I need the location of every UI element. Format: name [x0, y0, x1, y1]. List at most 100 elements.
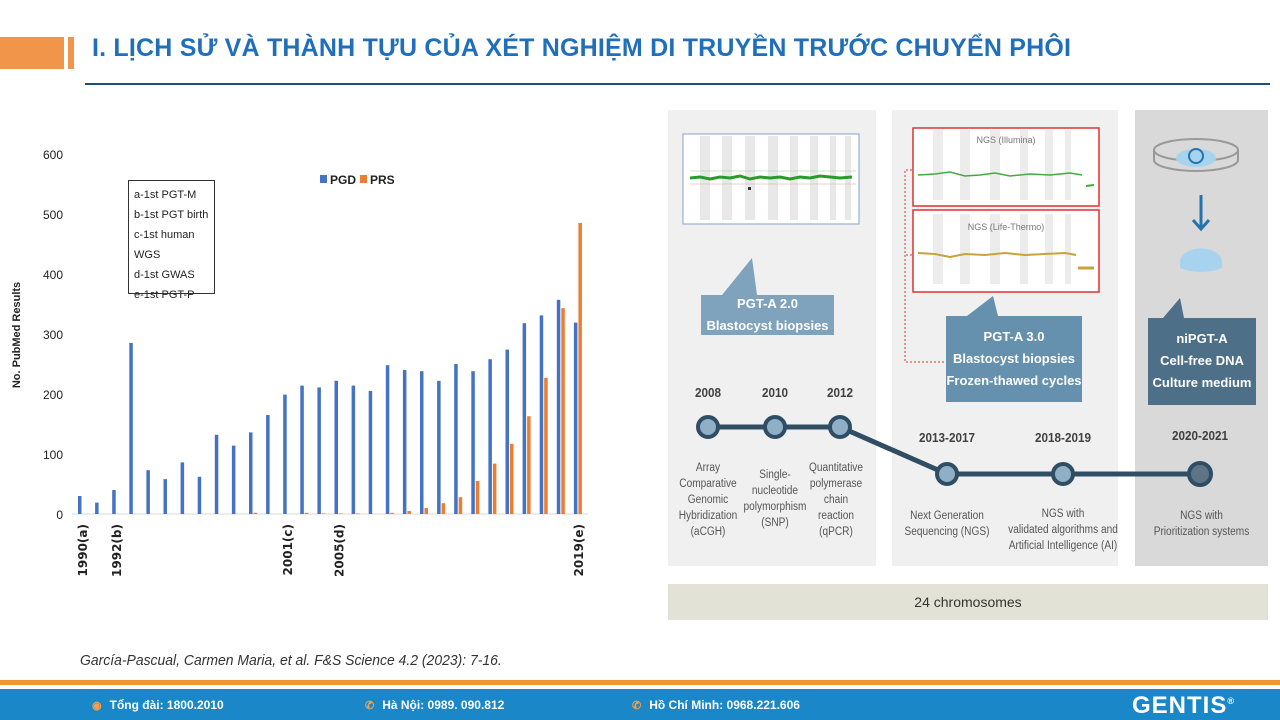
citation: García-Pascual, Carmen Maria, et al. F&S…	[80, 652, 502, 669]
desc-line: validated algorithms and	[1008, 524, 1118, 536]
bar-prs-2016	[527, 416, 531, 514]
timeline-node-2012	[828, 415, 852, 439]
desc-line: nucleotide	[751, 485, 799, 497]
y-axis-label: No. PubMed Results	[11, 282, 23, 388]
bar-pgd-2016	[522, 323, 527, 514]
phone-icon: ✆	[365, 700, 375, 712]
bar-pgd-1990	[78, 496, 82, 514]
bar-pgd-2002	[283, 394, 287, 514]
callout-line: Cell-free DNA	[1160, 353, 1244, 368]
desc-line: NGS with	[1041, 508, 1085, 520]
desc-line: Sequencing (NGS)	[904, 526, 990, 538]
bar-pgd-2005	[334, 380, 338, 514]
callout-line: Culture medium	[1152, 375, 1252, 390]
bar-pgd-2018	[556, 299, 561, 514]
timeline-year-2010: 2010	[761, 385, 789, 400]
x-tick-label: 2019(e)	[572, 524, 586, 577]
timeline-node-2010	[763, 415, 787, 439]
bar-pgd-2017	[539, 315, 544, 514]
bar-prs-2013	[475, 481, 480, 514]
bar-pgd-2006	[351, 385, 356, 514]
callout-pgta3	[946, 296, 1082, 402]
callout-line: niPGT-A	[1176, 331, 1228, 346]
desc-line: Genomic	[687, 494, 729, 506]
timeline-desc-prioritization: NGS with Prioritization systems	[1143, 508, 1260, 540]
callout-line: Blastocyst biopsies	[706, 318, 829, 333]
bar-pgd-2011	[437, 380, 441, 514]
timeline-desc-snp: Single-nucleotide polymorphism (SNP)	[727, 467, 824, 531]
bar-pgd-2004	[317, 387, 321, 514]
hanoi-text: Hà Nội: 0989. 090.812	[382, 698, 505, 712]
timeline-desc-ngs-ai: NGS with validated algorithms and Artifici…	[1001, 506, 1124, 554]
desc-line: chain	[823, 494, 849, 506]
bar-pgd-1993	[129, 343, 133, 514]
bar-prs-2018	[561, 308, 565, 514]
bar-pgd-1998	[214, 434, 219, 514]
y-tick-label: 100	[43, 448, 63, 462]
bar-prs-2003	[304, 512, 309, 514]
bar-prs-2015	[510, 443, 514, 514]
annotation-b: b-1st PGT birth	[134, 209, 209, 221]
bar-prs-2010	[424, 508, 428, 514]
timeline-node-2018-2019	[1051, 462, 1075, 486]
y-tick-label: 600	[43, 148, 63, 162]
bottom-bar-label: 24 chromosomes	[914, 594, 1022, 610]
y-tick-label: 500	[43, 208, 63, 222]
bar-pgd-2009	[402, 370, 407, 514]
y-tick-label: 200	[43, 388, 63, 402]
timeline-year-2013-2017: 2013-2017	[919, 430, 975, 445]
bar-pgd-2015	[505, 349, 509, 514]
timeline-node-2020-2021	[1187, 461, 1213, 487]
footer-hcm: ✆ Hồ Chí Minh: 0968.221.606	[632, 698, 800, 712]
timeline-desc-qpcr: Quantitative polymerase chain reaction (qPCR…	[788, 460, 885, 540]
phone-icon: ✆	[632, 700, 642, 712]
legend-label-prs: PRS	[370, 173, 395, 187]
annotation-e: e-1st PGT-P	[134, 289, 195, 301]
bar-prs-2012	[458, 497, 463, 514]
headset-icon: ◉	[92, 700, 102, 712]
y-tick-label: 300	[43, 328, 63, 342]
annotation-d: d-1st GWAS	[134, 269, 195, 281]
annotation-c: c-1st human WGS	[134, 229, 195, 261]
bar-prs-2019	[578, 223, 582, 514]
bar-pgd-2013	[471, 371, 475, 514]
bar-pgd-2001	[266, 415, 270, 514]
legend-swatch-prs	[360, 175, 367, 183]
desc-line: (qPCR)	[819, 526, 853, 538]
timeline-node-2013-2017	[935, 462, 959, 486]
bottom-bar-24-chromosomes: 24 chromosomes	[668, 584, 1268, 620]
legend-label-pgd: PGD	[330, 173, 356, 187]
bar-pgd-1999	[231, 445, 236, 514]
timeline-desc-acgh: Array Comparative Genomic Hybridization (aCG…	[660, 460, 757, 540]
pubmed-bar-chart: 0 100 200 300 400 500 600 1990(a) 1992(b) 2001(c)…	[11, 148, 588, 577]
callout-nipgta-text: niPGT-A Cell-free DNA Culture medium	[1148, 328, 1256, 394]
bar-prs-2008	[390, 512, 394, 514]
x-tick-label: 1992(b)	[110, 524, 124, 577]
y-tick-label: 400	[43, 268, 63, 282]
gentis-logo: GENTIS®	[1132, 692, 1235, 719]
desc-line: Hybridization	[678, 510, 738, 522]
hcm-text: Hồ Chí Minh: 0968.221.606	[649, 698, 800, 712]
ngs-lifethermo-label: NGS (Life-Thermo)	[967, 222, 1045, 232]
timeline-year-2020-2021: 2020-2021	[1172, 428, 1228, 443]
footer-hotline: ◉ Tổng đài: 1800.2010	[92, 698, 224, 712]
bar-pgd-1996	[180, 462, 185, 514]
desc-line: polymerase	[809, 478, 863, 490]
timeline-figure	[682, 127, 1256, 487]
hotline-text: Tổng đài: 1800.2010	[109, 698, 224, 712]
callout-nipgta	[1148, 298, 1256, 405]
bar-pgd-2003	[300, 385, 304, 514]
logo-text: GENTIS	[1132, 692, 1228, 719]
callout-line: Frozen-thawed cycles	[946, 373, 1082, 388]
desc-line: Array	[695, 462, 721, 474]
cell-free-dna-icon	[1180, 248, 1222, 272]
bar-prs-2017	[544, 377, 548, 514]
bar-prs-2011	[441, 503, 446, 514]
bar-prs-2005	[339, 513, 343, 514]
desc-line: Single-	[759, 469, 791, 481]
bar-pgd-2019	[573, 322, 578, 514]
timeline-year-2012: 2012	[826, 385, 854, 400]
x-tick-label: 2005(d)	[333, 524, 347, 577]
ngs-illumina-label: NGS (Illumina)	[976, 135, 1036, 145]
y-tick-label: 0	[56, 508, 63, 522]
